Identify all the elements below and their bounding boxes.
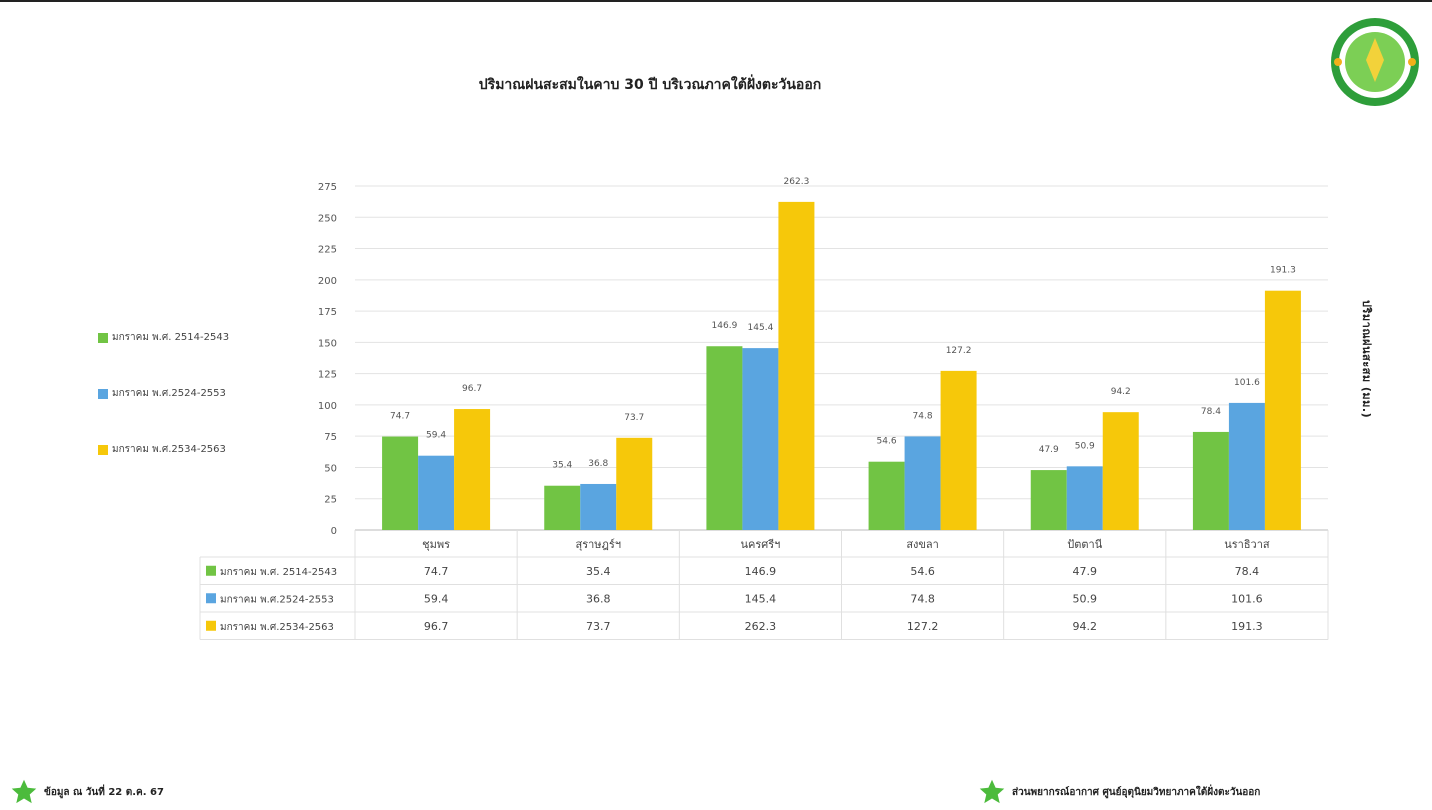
table-cell: 74.8 xyxy=(910,592,935,605)
bar xyxy=(454,409,491,530)
bar-value-label: 146.9 xyxy=(712,321,738,331)
bar xyxy=(1102,412,1139,530)
bar xyxy=(544,485,581,530)
table-cell: 54.6 xyxy=(910,565,935,578)
table-cell: 78.4 xyxy=(1235,565,1260,578)
green-star-icon xyxy=(979,779,1005,804)
table-legend-swatch xyxy=(206,620,216,631)
table-cell: 47.9 xyxy=(1073,565,1098,578)
y-tick-label: 50 xyxy=(324,463,337,474)
table-row-label: มกราคม พ.ศ. 2514-2543 xyxy=(220,567,337,578)
bar xyxy=(616,437,653,530)
bar xyxy=(742,348,779,530)
y-axis-label: ปริมาณฝนสะสม (มม.) xyxy=(1360,300,1373,419)
bar xyxy=(1228,402,1265,530)
bar-value-label: 78.4 xyxy=(1201,407,1221,417)
table-row-label: มกราคม พ.ศ.2524-2553 xyxy=(220,594,334,605)
bar xyxy=(778,201,815,531)
table-row-label: มกราคม พ.ศ.2534-2563 xyxy=(220,622,334,633)
legend-swatch xyxy=(98,388,108,399)
department-seal-icon xyxy=(1331,18,1419,106)
footer-date-text: ข้อมูล ณ วันที่ 22 ต.ค. 67 xyxy=(44,786,164,798)
green-star-icon xyxy=(11,779,37,804)
table-legend-swatch xyxy=(206,565,216,576)
top-border xyxy=(0,0,1432,2)
legend-item-series-3: มกราคม พ.ศ.2534-2563 xyxy=(98,442,226,457)
bar xyxy=(904,436,941,530)
table-cell: 146.9 xyxy=(745,565,777,578)
legend-swatch xyxy=(98,332,108,343)
legend-label: มกราคม พ.ศ.2524-2553 xyxy=(112,388,226,399)
bar-value-label: 74.8 xyxy=(913,411,933,421)
bar xyxy=(382,436,419,530)
table-cell: 101.6 xyxy=(1231,592,1263,605)
legend-label: มกราคม พ.ศ. 2514-2543 xyxy=(112,332,230,343)
table-cell: 36.8 xyxy=(586,592,611,605)
y-tick-label: 225 xyxy=(318,245,337,256)
category-label: ปัตตานี xyxy=(1067,538,1102,551)
table-cell: 59.4 xyxy=(424,592,449,605)
y-tick-label: 275 xyxy=(318,182,337,193)
bar xyxy=(1066,466,1103,530)
bar-value-label: 73.7 xyxy=(624,413,644,423)
table-cell: 127.2 xyxy=(907,620,939,633)
y-tick-label: 250 xyxy=(318,213,337,224)
y-tick-label: 25 xyxy=(324,495,337,506)
category-label: สุราษฎร์ฯ xyxy=(575,538,621,551)
y-tick-label: 175 xyxy=(318,307,337,318)
table-cell: 35.4 xyxy=(586,565,611,578)
bar xyxy=(1192,431,1229,530)
bar-value-label: 36.8 xyxy=(588,459,608,469)
bar-value-label: 47.9 xyxy=(1039,445,1059,455)
bar xyxy=(940,370,977,530)
bar xyxy=(418,455,455,530)
bar xyxy=(1030,470,1067,530)
y-tick-label: 150 xyxy=(318,338,337,349)
bar xyxy=(1264,290,1301,530)
table-cell: 262.3 xyxy=(745,620,777,633)
y-tick-label: 0 xyxy=(331,526,337,537)
category-label: นราธิวาส xyxy=(1224,538,1270,551)
bar-value-label: 96.7 xyxy=(462,384,482,394)
bar-value-label: 145.4 xyxy=(748,323,774,333)
table-cell: 191.3 xyxy=(1231,620,1263,633)
legend-swatch xyxy=(98,444,108,455)
footer-credit-text: ส่วนพยากรณ์อากาศ ศูนย์อุตุนิยมวิทยาภาคใต… xyxy=(1012,786,1261,798)
bar-value-label: 74.7 xyxy=(390,412,410,422)
table-cell: 94.2 xyxy=(1073,620,1098,633)
table-cell: 96.7 xyxy=(424,620,449,633)
y-tick-label: 75 xyxy=(324,432,337,443)
legend-label: มกราคม พ.ศ.2534-2563 xyxy=(112,444,226,455)
bar xyxy=(580,483,617,530)
bar-value-label: 127.2 xyxy=(946,346,972,356)
y-tick-label: 200 xyxy=(318,276,337,287)
bar-value-label: 191.3 xyxy=(1270,266,1296,276)
table-cell: 73.7 xyxy=(586,620,611,633)
footer-credit: ส่วนพยากรณ์อากาศ ศูนย์อุตุนิยมวิทยาภาคใต… xyxy=(978,778,1260,806)
chart-title: ปริมาณฝนสะสมในคาบ 30 ปี บริเวณภาคใต้ฝั่ง… xyxy=(478,77,822,93)
legend-item-series-1: มกราคม พ.ศ. 2514-2543 xyxy=(98,330,229,345)
bar-value-label: 59.4 xyxy=(426,431,446,441)
bar-value-label: 35.4 xyxy=(552,461,572,471)
bar-value-label: 50.9 xyxy=(1075,441,1095,451)
category-label: สงขลา xyxy=(906,538,939,551)
table-cell: 50.9 xyxy=(1073,592,1098,605)
category-label: ชุมพร xyxy=(422,538,450,551)
y-tick-label: 125 xyxy=(318,370,337,381)
bar-value-label: 54.6 xyxy=(877,437,897,447)
table-cell: 74.7 xyxy=(424,565,449,578)
footer-date: ข้อมูล ณ วันที่ 22 ต.ค. 67 xyxy=(10,778,164,806)
bar xyxy=(868,461,905,530)
bar-value-label: 101.6 xyxy=(1234,378,1260,388)
category-label: นครศรีฯ xyxy=(740,538,780,551)
table-legend-swatch xyxy=(206,593,216,604)
table-cell: 145.4 xyxy=(745,592,777,605)
y-tick-label: 100 xyxy=(318,401,337,412)
bar-value-label: 94.2 xyxy=(1111,387,1131,397)
bar-value-label: 262.3 xyxy=(784,177,810,187)
legend-item-series-2: มกราคม พ.ศ.2524-2553 xyxy=(98,386,226,401)
bar xyxy=(706,346,743,530)
